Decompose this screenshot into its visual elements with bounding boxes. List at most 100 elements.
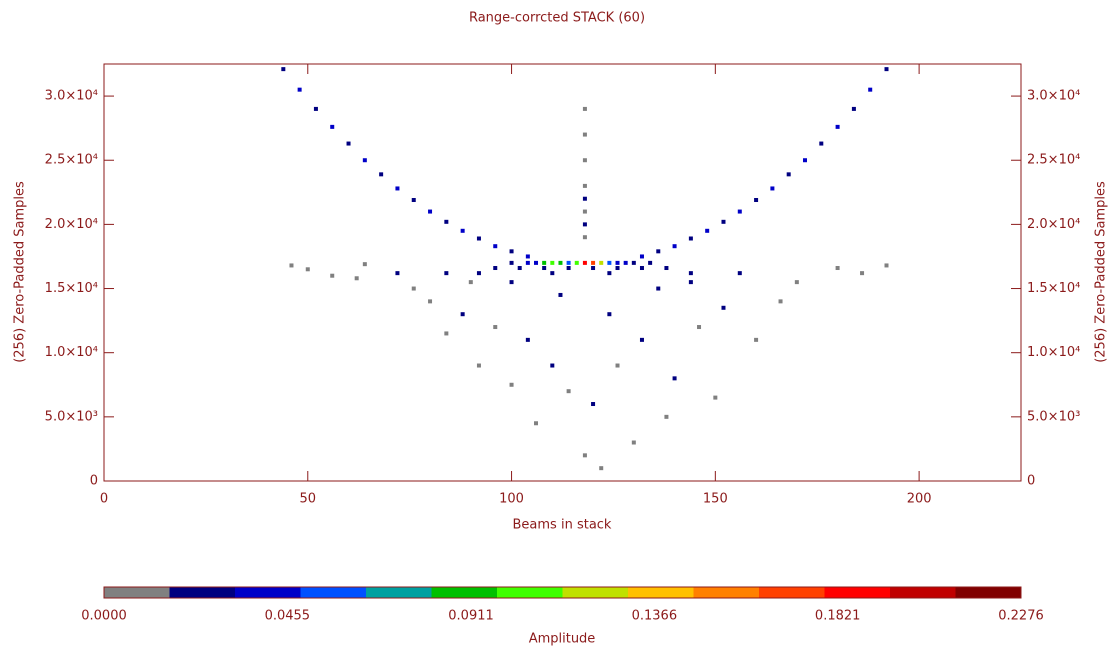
colorbar-tick-label: 0.0911 xyxy=(448,609,494,624)
heatmap-cell xyxy=(476,363,481,368)
y2-tick-label: 3.0×10⁴ xyxy=(1027,89,1080,104)
chart-title: Range-corrcted STACK (60) xyxy=(469,11,645,26)
heatmap-cell xyxy=(754,337,759,342)
colorbar-segment xyxy=(300,587,367,598)
y-tick-label: 1.5×10⁴ xyxy=(45,281,98,296)
heatmap-cell xyxy=(476,236,481,241)
heatmap-cell xyxy=(395,186,400,191)
heatmap-cell xyxy=(582,106,587,111)
colorbar-segment xyxy=(366,587,432,598)
heatmap-cell xyxy=(835,266,840,271)
colorbar-tick-label: 0.2276 xyxy=(998,609,1044,624)
heatmap-cell xyxy=(313,106,318,111)
heatmap-cell xyxy=(631,260,636,265)
heatmap-cell xyxy=(460,312,465,317)
colorbar-tick-label: 0.0000 xyxy=(81,609,127,624)
heatmap-cell xyxy=(664,414,669,419)
y2-tick-label: 1.0×10⁴ xyxy=(1027,345,1080,360)
heatmap-cell xyxy=(281,67,286,72)
heatmap-cell xyxy=(411,198,416,203)
heatmap-cell xyxy=(428,209,433,214)
plot-frame xyxy=(103,63,1022,482)
heatmap-cell xyxy=(851,106,856,111)
heatmap-cell xyxy=(737,209,742,214)
heatmap-cell xyxy=(582,453,587,458)
heatmap-cell xyxy=(542,266,547,271)
heatmap-cell xyxy=(582,158,587,163)
colorbar-segment xyxy=(693,587,760,598)
colorbar-segment xyxy=(759,587,825,598)
y-tick-label: 2.5×10⁴ xyxy=(45,153,98,168)
heatmap-cell xyxy=(819,141,824,146)
heatmap-cell xyxy=(754,198,759,203)
colorbar-segment xyxy=(104,587,170,598)
heatmap-cell xyxy=(558,260,563,265)
colorbar-segment xyxy=(562,587,629,598)
colorbar-segment xyxy=(431,587,498,598)
heatmap-cell xyxy=(607,312,612,317)
y2-tick-label: 2.5×10⁴ xyxy=(1027,153,1080,168)
x-tick-label: 200 xyxy=(907,492,932,507)
heatmap-cell xyxy=(289,263,294,268)
heatmap-cell xyxy=(582,132,587,137)
heatmap-cell xyxy=(656,249,661,254)
y2-tick-label: 2.0×10⁴ xyxy=(1027,217,1080,232)
heatmap-cell xyxy=(362,262,367,267)
colorbar-tick-label: 0.0455 xyxy=(265,609,311,624)
heatmap-cell xyxy=(615,266,620,271)
heatmap-cell xyxy=(688,280,693,285)
heatmap-cell xyxy=(354,276,359,281)
heatmap-cell xyxy=(599,466,604,471)
heatmap-cell xyxy=(330,124,335,129)
colorbar-segment xyxy=(169,587,236,598)
heatmap-cell xyxy=(297,87,302,92)
heatmap-cell xyxy=(517,266,522,271)
heatmap-cell xyxy=(444,271,449,276)
heatmap-cell xyxy=(550,363,555,368)
heatmap-cell xyxy=(509,260,514,265)
heatmap-cell xyxy=(525,337,530,342)
heatmap-cell xyxy=(574,260,579,265)
heatmap-cell xyxy=(362,158,367,163)
heatmap-cell xyxy=(721,219,726,224)
heatmap-cell xyxy=(607,260,612,265)
heatmap-cell xyxy=(525,254,530,259)
heatmap-cell xyxy=(542,260,547,265)
heatmap-cell xyxy=(591,260,596,265)
colorbar-segment xyxy=(628,587,694,598)
x-tick-label: 0 xyxy=(100,492,108,507)
heatmap-cell xyxy=(591,402,596,407)
y2-tick-label: 5.0×10³ xyxy=(1027,409,1080,424)
heatmap-cell xyxy=(770,186,775,191)
heatmap-cell xyxy=(460,228,465,233)
heatmap-cell xyxy=(705,228,710,233)
heatmap-cell xyxy=(664,266,669,271)
y-tick-label: 0 xyxy=(90,474,98,489)
colorbar-segment xyxy=(235,587,301,598)
heatmap-cell xyxy=(444,331,449,336)
heatmap-cell xyxy=(623,260,628,265)
heatmap-cell xyxy=(835,124,840,129)
colorbar-segment xyxy=(497,587,563,598)
heatmap-cell xyxy=(868,87,873,92)
x-tick-label: 50 xyxy=(300,492,317,507)
heatmap-cell xyxy=(534,421,539,426)
heatmap-cell xyxy=(884,263,889,268)
colorbar-segment xyxy=(890,587,956,598)
heatmap-cell xyxy=(534,260,539,265)
y-tick-label: 3.0×10⁴ xyxy=(45,89,98,104)
heatmap-cell xyxy=(395,271,400,276)
heatmap-cell xyxy=(550,260,555,265)
y-tick-label: 5.0×10³ xyxy=(45,409,98,424)
y2-tick-label: 1.5×10⁴ xyxy=(1027,281,1080,296)
heatmap-cell xyxy=(444,219,449,224)
heatmap-cell xyxy=(713,395,718,400)
y2-axis-label: (256) Zero-Padded Samples xyxy=(1094,181,1109,363)
heatmap-cell xyxy=(786,172,791,177)
heatmap-cell xyxy=(346,141,351,146)
heatmap-cell xyxy=(468,280,473,285)
heatmap-cell xyxy=(566,266,571,271)
heatmap-cell xyxy=(566,260,571,265)
x-tick-label: 150 xyxy=(703,492,728,507)
